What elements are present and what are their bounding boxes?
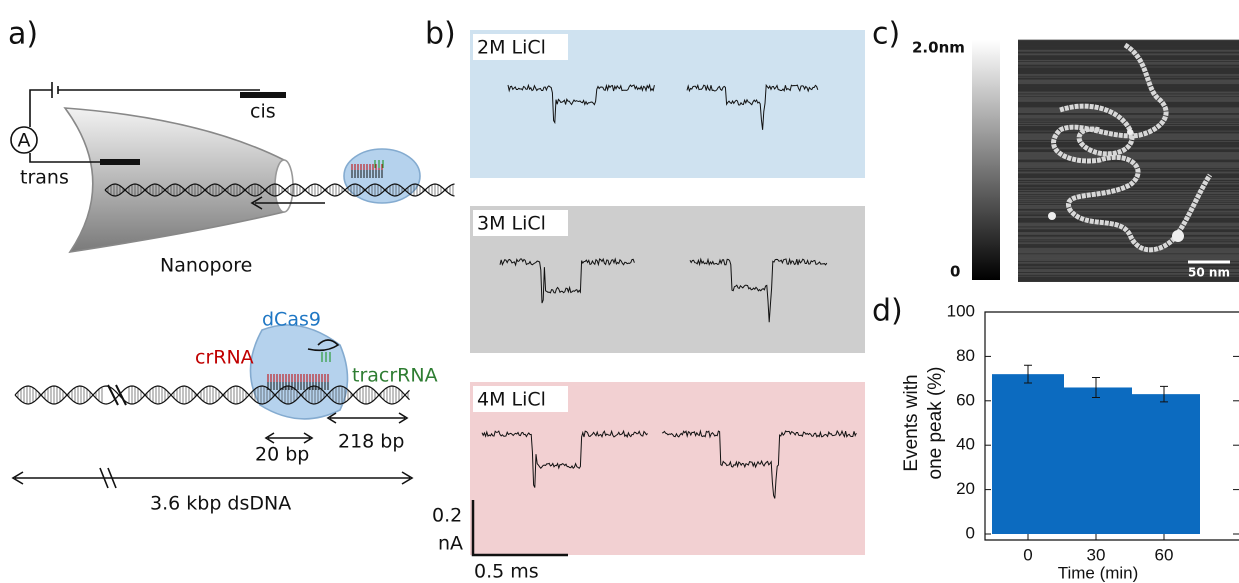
panel-label: a): [8, 17, 38, 52]
current-scale: nA: [438, 533, 463, 555]
length-label: 3.6 kbp dsDNA: [150, 493, 291, 515]
y-tick-label: 20: [956, 479, 975, 498]
nanopore-label: Nanopore: [160, 255, 252, 277]
length-arrow: [13, 468, 412, 488]
y-tick-label: 100: [947, 301, 975, 320]
afm-particle: [1172, 230, 1184, 242]
schematic: [11, 82, 420, 488]
crrna-label: crRNA: [195, 347, 254, 369]
y-axis-label: one peak (%): [925, 366, 946, 479]
span-arrow: [328, 413, 407, 423]
tracrrna-label: tracrRNA: [352, 365, 438, 387]
panel-label: b): [425, 17, 456, 52]
x-tick-label: 0: [1023, 545, 1032, 564]
x-tick-label: 30: [1087, 545, 1106, 564]
dcas9-blob: [250, 325, 347, 419]
span-label: 20 bp: [255, 444, 309, 466]
bar: [1128, 394, 1200, 534]
y-axis-label: Events with: [901, 374, 922, 471]
cis-label: cis: [250, 101, 276, 123]
bar: [992, 374, 1064, 534]
trans-electrode: [100, 159, 140, 165]
colorbar: [972, 40, 1000, 280]
figure: a) b) c) d) A cis trans Nanopore dCas9 c…: [0, 0, 1239, 583]
rna-pairs: [268, 374, 328, 382]
afm-particle: [1127, 129, 1133, 135]
time-scale: 0.5 ms: [474, 561, 539, 583]
colorbar-min: 0: [950, 263, 960, 281]
condition-label: 3M LiCl: [477, 213, 546, 235]
panel-label: c): [872, 17, 900, 52]
bar: [1060, 387, 1132, 534]
cis-electrode: [240, 92, 286, 98]
trans-label: trans: [20, 167, 69, 189]
y-tick-label: 40: [956, 435, 975, 454]
y-tick-label: 80: [956, 346, 975, 365]
y-tick-label: 0: [966, 523, 975, 542]
span-arrow: [266, 433, 312, 443]
x-tick-label: 60: [1155, 545, 1174, 564]
colorbar-max: 2.0nm: [912, 39, 965, 57]
nanopore-shape: [65, 108, 284, 252]
y-tick-label: 60: [956, 390, 975, 409]
afm-particle: [1048, 212, 1056, 220]
panel-label: d): [872, 294, 903, 329]
afm-scale-label: 50 nm: [1188, 266, 1230, 280]
condition-label: 2M LiCl: [477, 37, 546, 59]
x-axis-label: Time (min): [1058, 563, 1139, 582]
ammeter-label: A: [18, 130, 31, 152]
rna-pairs: [268, 382, 328, 390]
condition-label: 4M LiCl: [477, 389, 546, 411]
dcas9-label: dCas9: [262, 309, 321, 331]
span-label: 218 bp: [338, 431, 404, 453]
current-scale: 0.2: [432, 505, 462, 527]
